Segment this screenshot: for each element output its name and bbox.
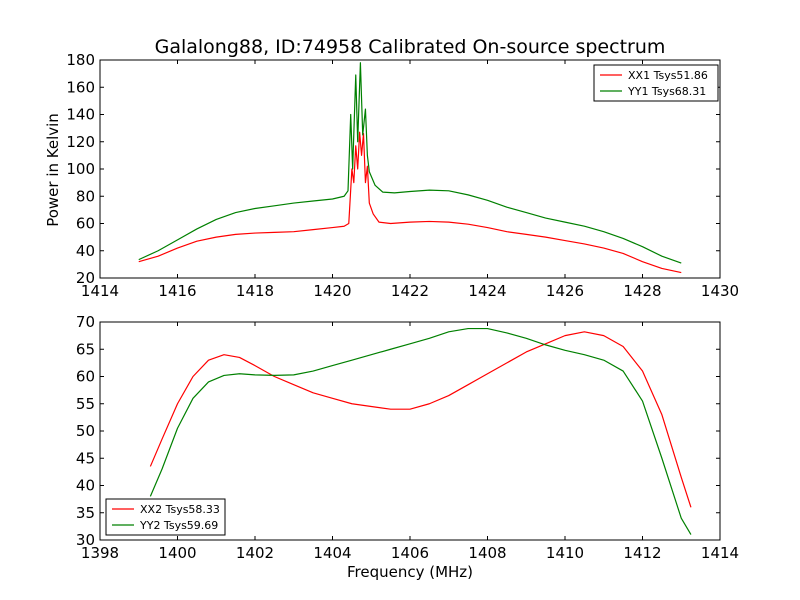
- x-tick-label: 1416: [158, 282, 196, 300]
- y-tick-label: 80: [76, 187, 95, 205]
- legend-box: [105, 498, 226, 536]
- x-tick-label: 1424: [468, 282, 506, 300]
- y-tick-label: 160: [66, 78, 95, 96]
- x-tick-label: 1426: [546, 282, 584, 300]
- bottom-spectrum-panel: 1398 1400 1402 1404 1406 1408 1410 1412 1414 30 35…: [76, 313, 739, 562]
- x-tick-label: 1408: [468, 544, 506, 562]
- y-tick-label: 100: [66, 160, 95, 178]
- y-tick-label: 55: [76, 395, 95, 413]
- y-tick-label: 65: [76, 340, 95, 358]
- x-tick-label: 1414: [701, 544, 739, 562]
- y-axis-label: Power in Kelvin: [44, 113, 62, 227]
- x-tick-label: 1398: [81, 544, 119, 562]
- y-tick-label: 70: [76, 313, 95, 331]
- x-tick-label: 1430: [701, 282, 739, 300]
- series-line-yy1: [138, 62, 682, 264]
- y-tick-label: 30: [76, 531, 95, 549]
- x-tick-label: 1414: [81, 282, 119, 300]
- x-tick-label: 1406: [391, 544, 429, 562]
- legend: XX1 Tsys51.86 YY1 Tsys68.31: [593, 64, 719, 102]
- legend-label: XX2 Tsys58.33: [140, 503, 220, 516]
- legend-label: YY1 Tsys68.31: [627, 85, 706, 98]
- x-tick-label: 1404: [313, 544, 351, 562]
- y-tick-label: 40: [76, 242, 95, 260]
- y-tick-label: 180: [66, 51, 95, 69]
- x-tick-label: 1402: [236, 544, 274, 562]
- x-tick-label: 1400: [158, 544, 196, 562]
- y-tick-label: 60: [76, 215, 95, 233]
- y-tick-label: 40: [76, 477, 95, 495]
- y-tick-label: 35: [76, 504, 95, 522]
- top-spectrum-panel: 1414 1416 1418 1420 1422 1424 1426 1428 1430 20 40…: [66, 51, 739, 300]
- series-line-xx1: [138, 131, 682, 274]
- y-tick-label: 20: [76, 269, 95, 287]
- y-tick-label: 45: [76, 449, 95, 467]
- x-tick-label: 1422: [391, 282, 429, 300]
- series-line-yy2: [149, 327, 692, 535]
- x-tick-label: 1412: [623, 544, 661, 562]
- series-line-xx2: [149, 331, 692, 508]
- legend-box: [593, 64, 719, 102]
- x-tick-label: 1418: [236, 282, 274, 300]
- x-axis-label: Frequency (MHz): [347, 563, 473, 581]
- y-tick-label: 120: [66, 133, 95, 151]
- legend-label: XX1 Tsys51.86: [628, 69, 708, 82]
- y-tick-label: 140: [66, 106, 95, 124]
- legend: XX2 Tsys58.33 YY2 Tsys59.69: [105, 498, 226, 536]
- x-tick-label: 1420: [313, 282, 351, 300]
- x-tick-label: 1428: [623, 282, 661, 300]
- x-tick-label: 1410: [546, 544, 584, 562]
- y-tick-label: 50: [76, 422, 95, 440]
- y-tick-label: 60: [76, 368, 95, 386]
- figure-title: Galalong88, ID:74958 Calibrated On-sourc…: [155, 36, 666, 58]
- legend-label: YY2 Tsys59.69: [139, 519, 218, 532]
